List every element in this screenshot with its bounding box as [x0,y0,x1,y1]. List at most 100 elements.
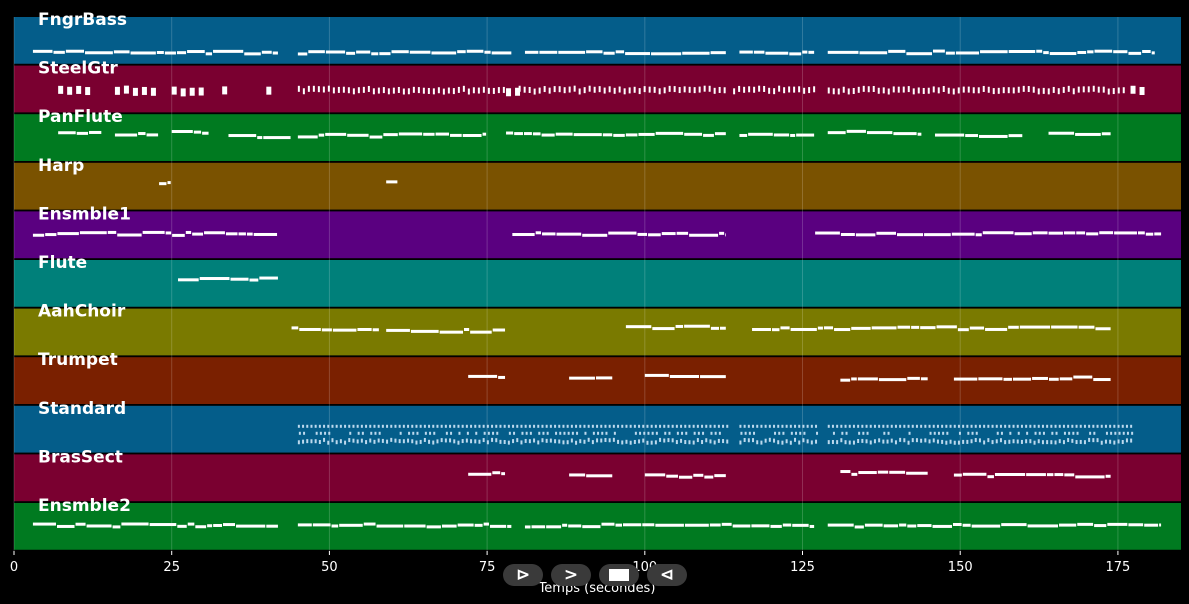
note [911,424,914,428]
note [933,431,936,435]
note [117,233,142,237]
note [495,424,498,428]
note [558,86,561,93]
note-group-steelgtr [733,85,816,95]
note [1046,473,1054,477]
note [324,431,327,435]
note [1086,232,1099,236]
note [1092,85,1095,92]
note [789,440,792,445]
next-button[interactable]: ⊲ [647,564,687,586]
note [1027,524,1059,528]
note [563,431,566,435]
note [595,376,613,380]
note [246,232,253,236]
note [908,431,911,435]
note [663,424,666,428]
note [676,231,689,235]
note [713,87,716,94]
note [883,431,886,435]
note [297,52,308,56]
note [346,51,356,55]
note [515,87,521,96]
note [407,424,410,428]
note [322,86,325,93]
note [1067,438,1070,443]
note [693,431,696,435]
play-button[interactable]: > [551,564,591,586]
note [638,88,641,95]
note [1093,378,1111,382]
note [546,431,549,435]
note [844,424,847,428]
note [1037,88,1040,95]
note [975,431,978,435]
note [576,431,579,435]
note [259,276,278,280]
note [339,439,342,444]
note [887,88,890,95]
note [362,86,365,93]
note [187,522,195,526]
note [223,523,236,527]
previous-button[interactable]: ⊳ [503,564,543,586]
note [410,329,439,333]
note [907,86,910,93]
note [773,438,776,443]
note [299,327,321,331]
note [955,51,980,55]
note [317,86,320,93]
note [1062,440,1065,445]
note [794,424,797,428]
note [1008,325,1019,329]
note [76,131,89,135]
note [845,431,848,435]
note [1050,440,1053,445]
note [953,440,956,445]
note [615,523,622,527]
note [837,88,840,95]
note [642,438,645,443]
note [1121,424,1124,428]
note [461,424,464,428]
note [512,233,535,237]
note [701,424,704,428]
note [1078,325,1095,329]
note [945,424,948,428]
note [693,87,696,94]
note [1128,51,1142,55]
note [312,85,315,92]
note [873,424,876,428]
note [1125,424,1128,428]
note [583,87,586,94]
note [894,440,897,445]
note [428,439,431,444]
note [457,50,466,54]
note [688,440,691,445]
note [45,233,57,237]
note [664,431,667,435]
note [121,522,149,526]
note-group-steelgtr [266,86,272,95]
note [897,325,911,329]
x-tick-label: 125 [790,560,815,575]
note [704,475,714,479]
note [541,424,544,428]
note [907,424,910,428]
note [659,424,662,428]
note [457,424,460,428]
note-group-panflute [934,133,1023,138]
note [748,431,751,435]
note [298,431,301,435]
note [758,85,761,92]
x-tick-label: 25 [163,560,180,575]
note [1105,431,1108,435]
note [1017,431,1020,435]
note [778,431,781,435]
note [906,52,933,56]
stop-button[interactable] [599,564,639,586]
note [1130,85,1136,94]
note-group-steelgtr [518,85,726,95]
note [518,85,521,92]
note [538,431,541,435]
